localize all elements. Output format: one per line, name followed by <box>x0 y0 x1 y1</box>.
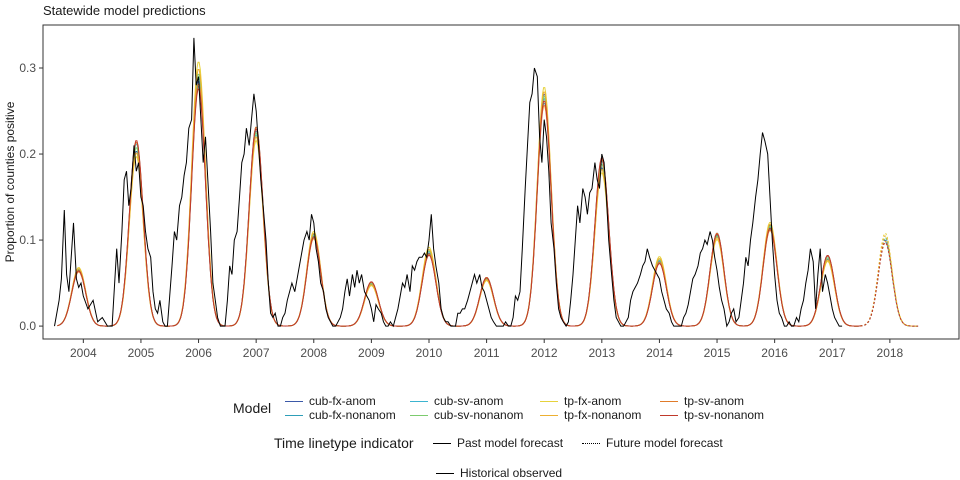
dotted-line-key <box>582 442 600 444</box>
legend-key-tp-fx-nonanom <box>540 414 558 416</box>
x-tick-label: 2012 <box>531 346 558 360</box>
legend-key-cub-fx-nonanom <box>285 414 303 416</box>
legend-label-tp-fx-anom: tp-fx-anom <box>564 394 622 408</box>
observed-line-key <box>436 472 454 474</box>
legend-key-cub-sv-nonanom <box>410 414 428 416</box>
axes <box>42 24 960 340</box>
legend-label-cub-sv-nonanom: cub-sv-nonanom <box>434 408 524 422</box>
legend-key-tp-sv-anom <box>660 400 678 402</box>
model-lines <box>57 61 919 327</box>
legend-item-past: Past model forecast <box>433 436 563 450</box>
x-tick-label: 2015 <box>704 346 731 360</box>
legend-item-tp-sv-anom: tp-sv-anom <box>660 394 744 408</box>
y-axis-label: Proportion of counties positive <box>3 101 17 262</box>
legend-label-tp-fx-nonanom: tp-fx-nonanom <box>564 408 642 422</box>
series-future-line-tp-sv-nonanom <box>860 242 919 327</box>
legend-item-observed: Historical observed <box>436 466 562 480</box>
legend-item-cub-fx-nonanom: cub-fx-nonanom <box>285 408 396 422</box>
y-tick-label: 0.2 <box>19 147 36 161</box>
x-tick-label: 2008 <box>300 346 327 360</box>
x-tick-label: 2017 <box>819 346 846 360</box>
chart-title: Statewide model predictions <box>43 3 206 18</box>
legend-key-cub-sv-anom <box>410 400 428 402</box>
x-tick-label: 2018 <box>877 346 904 360</box>
x-tick-label: 2011 <box>474 346 500 360</box>
legend-label-cub-fx-nonanom: cub-fx-nonanom <box>309 408 396 422</box>
legend-key-cub-fx-anom <box>285 400 303 402</box>
x-tick-label: 2014 <box>646 346 673 360</box>
y-tick-label: 0.1 <box>19 233 36 247</box>
legend-item-tp-fx-nonanom: tp-fx-nonanom <box>540 408 641 422</box>
x-tick-label: 2010 <box>416 346 443 360</box>
legend-item-future: Future model forecast <box>582 436 723 450</box>
legend-label-tp-sv-nonanom: tp-sv-nonanom <box>684 408 765 422</box>
observed-series <box>54 37 843 328</box>
series-line-tp-sv-nonanom <box>57 88 861 327</box>
legend-item-tp-fx-anom: tp-fx-anom <box>540 394 621 408</box>
plot-panel-border <box>42 24 960 340</box>
ticks: 2004 2005 2006 2007 2008 2009 2010 2011 2012 2013… <box>19 61 903 360</box>
x-tick-label: 2004 <box>70 346 97 360</box>
legend-item-cub-fx-anom: cub-fx-anom <box>285 394 376 408</box>
legend-label-tp-sv-anom: tp-sv-anom <box>684 394 745 408</box>
legend-item-cub-sv-anom: cub-sv-anom <box>410 394 503 408</box>
legend-label-observed: Historical observed <box>460 466 563 480</box>
legend-label-future: Future model forecast <box>606 436 723 450</box>
x-tick-label: 2013 <box>588 346 615 360</box>
linetype-legend-title: Time linetype indicator <box>274 435 414 451</box>
legend-label-past: Past model forecast <box>457 436 564 450</box>
model-legend-title: Model <box>233 400 272 416</box>
x-tick-label: 2007 <box>243 346 270 360</box>
y-tick-label: 0.3 <box>19 61 36 75</box>
observed-line <box>54 37 843 328</box>
legend-item-tp-sv-nonanom: tp-sv-nonanom <box>660 408 764 422</box>
x-tick-label: 2005 <box>128 346 155 360</box>
legend-item-cub-sv-nonanom: cub-sv-nonanom <box>410 408 523 422</box>
x-tick-label: 2009 <box>358 346 385 360</box>
legend-label-cub-sv-anom: cub-sv-anom <box>434 394 504 408</box>
x-tick-label: 2006 <box>185 346 212 360</box>
legend-key-tp-sv-nonanom <box>660 414 678 416</box>
solid-line-key <box>433 442 451 444</box>
x-tick-label: 2016 <box>761 346 788 360</box>
line-chart: 2004 2005 2006 2007 2008 2009 2010 2011 2012 2013… <box>3 24 960 360</box>
legend-label-cub-fx-anom: cub-fx-anom <box>309 394 376 408</box>
y-tick-label: 0.0 <box>19 319 36 333</box>
legend-key-tp-fx-anom <box>540 400 558 402</box>
